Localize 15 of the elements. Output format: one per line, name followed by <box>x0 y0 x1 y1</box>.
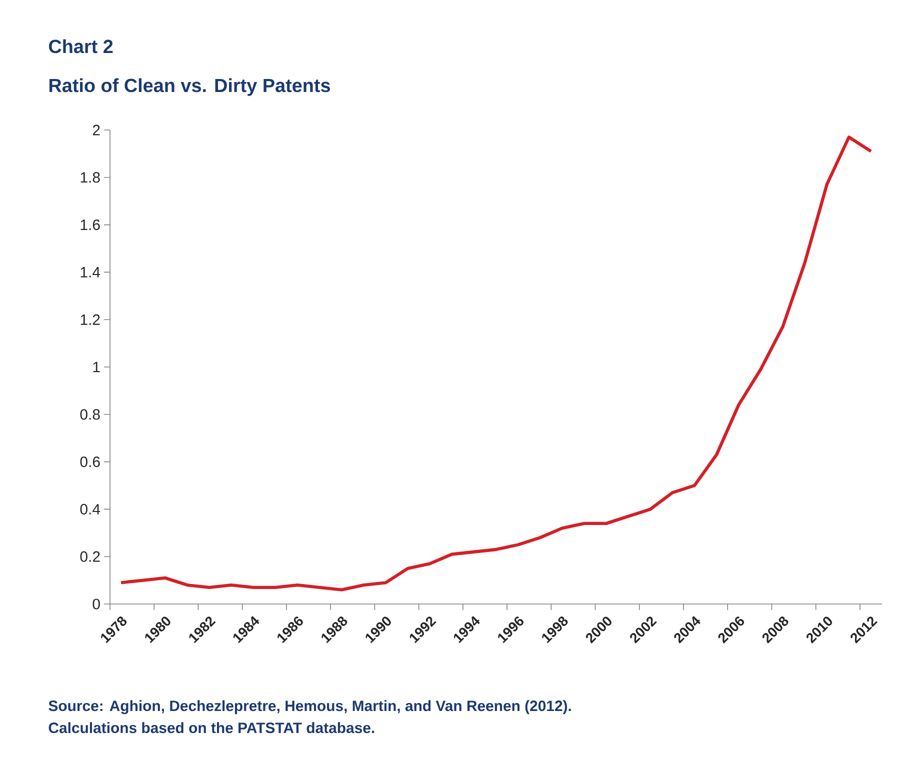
y-tick-label: 1.8 <box>80 172 100 183</box>
y-tick-label: 1.6 <box>80 220 100 230</box>
y-tick-label: 2 <box>92 124 100 136</box>
y-tick-label: 0.2 <box>80 551 100 562</box>
y-tick-label: 0.6 <box>80 456 100 468</box>
chart-subtitle: Ratio of Clean vs. Dirty Patents <box>49 78 330 96</box>
y-tick-label: 1.2 <box>80 314 100 325</box>
source-note: Source: Aghion, Dechezlepretre, Hemous, Martin, and Van Reenen (2012). <box>48 700 571 714</box>
y-tick-label: 0 <box>92 598 100 610</box>
y-tick-label: 0.8 <box>80 409 100 420</box>
y-tick-label: 1 <box>93 362 100 372</box>
y-tick-label: 1.4 <box>80 267 100 278</box>
y-tick-label: 0.4 <box>80 504 100 514</box>
chart-title: Chart 2 <box>48 39 113 54</box>
text: Calculations based on the PATSTAT database. <box>48 722 374 734</box>
